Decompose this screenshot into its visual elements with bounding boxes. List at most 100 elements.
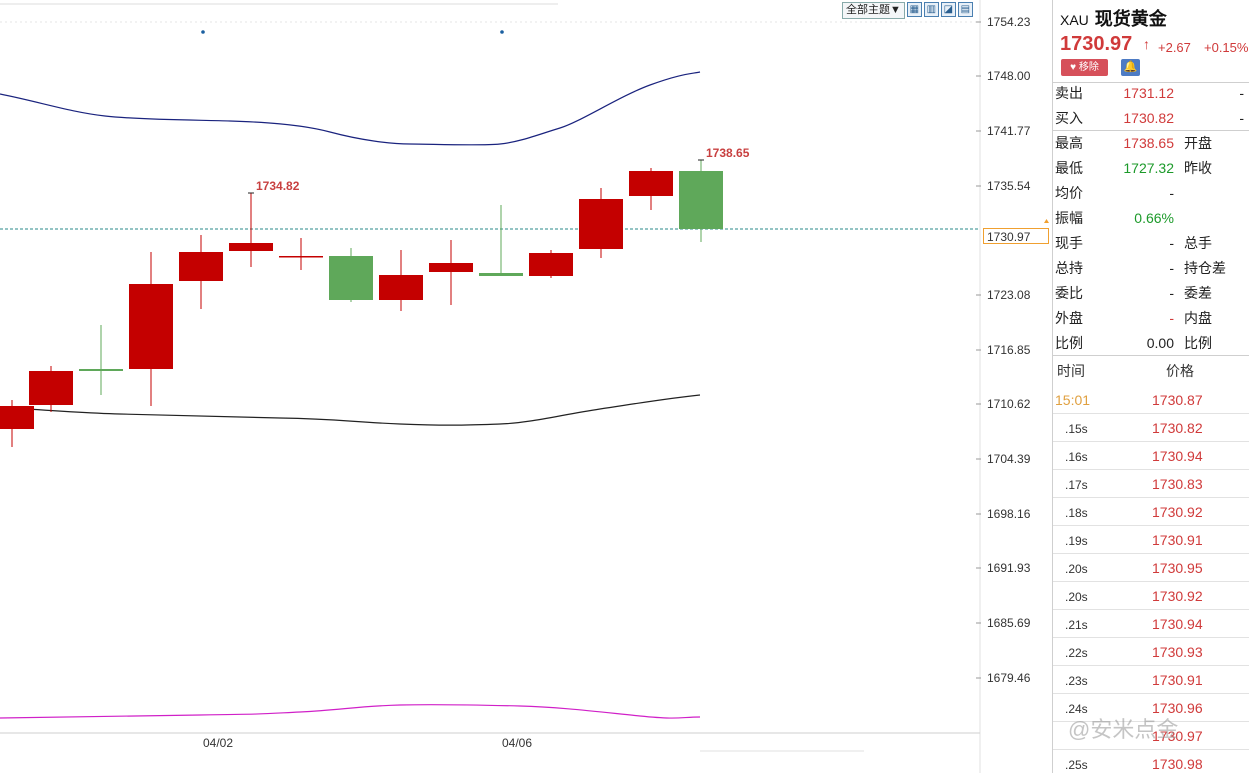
tick-time: .16s	[1065, 450, 1088, 464]
price-change: +2.67	[1158, 40, 1191, 55]
bar-icon[interactable]: ▤	[957, 2, 973, 17]
heart-icon: ♥	[1070, 62, 1077, 73]
bell-icon: 🔔	[1123, 61, 1138, 73]
stat-value: -	[1169, 185, 1174, 201]
instrument-title: XAU 现货黄金	[1060, 5, 1167, 31]
alert-bell-button[interactable]: 🔔	[1121, 59, 1140, 76]
tick-price: 1730.87	[1152, 392, 1203, 408]
tick-price: 1730.82	[1152, 420, 1203, 436]
candle-body	[279, 256, 323, 258]
tick-row[interactable]: .17s 1730.83	[1053, 470, 1249, 498]
tick-price: 1730.91	[1152, 532, 1203, 548]
upper-band-line	[0, 71, 701, 146]
watermark: @安米点金	[1068, 717, 1179, 742]
last-price: 1730.97	[1060, 33, 1133, 55]
y-tick: 1685.69	[987, 616, 1031, 630]
tick-row[interactable]: .18s 1730.92	[1053, 498, 1249, 526]
tick-row[interactable]: .22s 1730.93	[1053, 638, 1249, 666]
candle-body	[679, 171, 723, 229]
tick-price: 1730.92	[1152, 588, 1203, 604]
tick-row[interactable]: .23s 1730.91	[1053, 666, 1249, 694]
chart-toolbar: 全部主题▼ ▦ ▥ ◪ ▤	[842, 2, 973, 19]
candle-body	[179, 252, 223, 281]
x-tick: 04/02	[203, 736, 234, 750]
tick-time: .24s	[1065, 702, 1088, 716]
tick-time: 15:01	[1055, 392, 1091, 408]
event-marker	[201, 30, 205, 34]
stat-label-2: 持仓差	[1184, 260, 1226, 276]
remove-watchlist-button[interactable]: ♥ 移除	[1061, 59, 1108, 76]
stat-label-2: 总手	[1184, 235, 1212, 251]
tick-price: 1730.96	[1152, 700, 1203, 716]
tick-price: 1730.92	[1152, 504, 1203, 520]
y-tick: 1735.54	[987, 179, 1031, 193]
tick-row[interactable]: 15:01 1730.87	[1053, 386, 1249, 414]
stat-label: 总持	[1055, 260, 1083, 276]
divider	[1053, 355, 1249, 356]
buy-value: 1730.82	[1123, 110, 1174, 126]
tick-row[interactable]: .21s 1730.94	[1053, 610, 1249, 638]
stat-row: 振幅 0.66%	[1053, 206, 1249, 230]
buy-row: 买入 1730.82 -	[1053, 106, 1249, 130]
sell-row: 卖出 1731.12 -	[1053, 81, 1249, 105]
kline-chart[interactable]: 1734.82 1738.65	[0, 0, 1052, 773]
stat-value: 0.66%	[1134, 210, 1174, 226]
stat-row: 现手 - 总手	[1053, 231, 1249, 255]
stat-value: -	[1169, 235, 1174, 251]
indicator-line	[0, 703, 701, 719]
divider	[1053, 82, 1249, 83]
tick-row[interactable]: .15s 1730.82	[1053, 414, 1249, 442]
y-tick: 1710.62	[987, 397, 1031, 411]
candle-body	[629, 171, 673, 196]
kline-chart-area[interactable]: 1734.82 1738.65 全部主题▼ ▦ ▥ ◪ ▤ 1754.23 174…	[0, 0, 1052, 773]
tick-header-price: 价格	[1166, 363, 1194, 379]
tick-time: .20s	[1065, 590, 1088, 604]
instrument-code: XAU	[1060, 12, 1089, 28]
instrument-name: 现货黄金	[1094, 9, 1167, 29]
buy-volume: -	[1239, 110, 1244, 126]
tick-time: .22s	[1065, 646, 1088, 660]
stat-value: 0.00	[1146, 335, 1174, 351]
sell-value: 1731.12	[1123, 85, 1174, 101]
tick-row[interactable]: 1730.97	[1053, 722, 1249, 750]
stat-row: 外盘 - 内盘	[1053, 306, 1249, 330]
stat-label-2: 开盘	[1184, 135, 1212, 151]
y-tick: 1698.16	[987, 507, 1031, 521]
stat-row: 委比 - 委差	[1053, 281, 1249, 305]
candle-body	[0, 406, 34, 429]
tick-row[interactable]: .25s 1730.98	[1053, 750, 1249, 773]
stat-value: -	[1169, 260, 1174, 276]
current-price-tag: 1730.97	[983, 228, 1049, 244]
tick-row[interactable]: .19s 1730.91	[1053, 526, 1249, 554]
tick-row[interactable]: .24s 1730.96	[1053, 694, 1249, 722]
stat-label: 现手	[1055, 235, 1083, 251]
stat-row: 总持 - 持仓差	[1053, 256, 1249, 280]
buy-label: 买入	[1055, 110, 1083, 126]
tick-row[interactable]: .20s 1730.95	[1053, 554, 1249, 582]
candle-body	[529, 253, 573, 276]
stat-label-2: 委差	[1184, 285, 1212, 301]
grid-icon[interactable]: ▦	[906, 2, 922, 17]
stat-label: 委比	[1055, 285, 1083, 301]
stat-label: 最低	[1055, 160, 1083, 176]
tick-time: .20s	[1065, 562, 1088, 576]
high-annotation: 1738.65	[706, 146, 750, 160]
stat-label: 比例	[1055, 335, 1083, 351]
price-marker-icon	[1044, 219, 1049, 223]
stat-label-2: 内盘	[1184, 310, 1212, 326]
up-arrow-icon: ↑	[1143, 36, 1150, 52]
stat-label: 振幅	[1055, 210, 1083, 226]
layout-icon[interactable]: ▥	[923, 2, 939, 17]
line-chart-icon[interactable]: ◪	[940, 2, 956, 17]
tick-row[interactable]: .20s 1730.92	[1053, 582, 1249, 610]
theme-select[interactable]: 全部主题▼	[842, 2, 905, 19]
stat-label-2: 昨收	[1184, 160, 1212, 176]
stat-value: -	[1169, 310, 1174, 326]
tick-price: 1730.95	[1152, 560, 1203, 576]
sell-label: 卖出	[1055, 85, 1083, 101]
stat-value: 1738.65	[1123, 135, 1174, 151]
tick-row[interactable]: .16s 1730.94	[1053, 442, 1249, 470]
candle-body	[479, 273, 523, 276]
price-change-pct: +0.15%	[1204, 40, 1249, 55]
tick-price: 1730.94	[1152, 448, 1203, 464]
